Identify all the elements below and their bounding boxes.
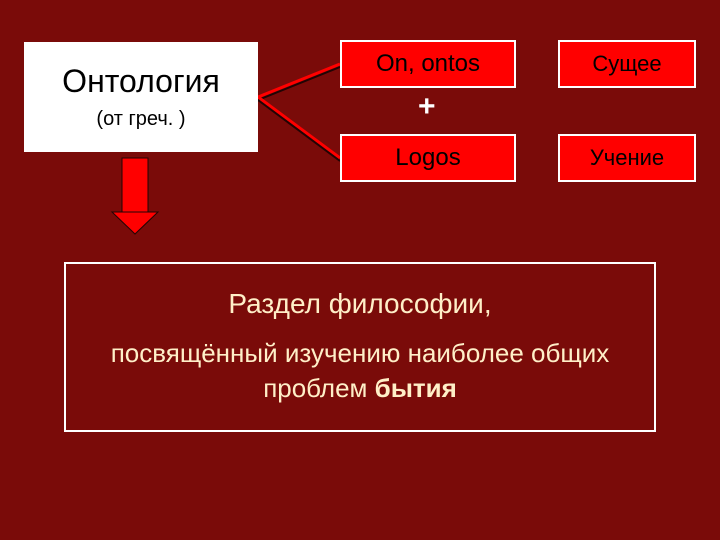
definition-line1: Раздел философии, [228,288,491,320]
uchenie-text: Учение [590,145,664,171]
plus-text: + [418,90,436,123]
ontology-subtitle: (от греч. ) [96,108,185,131]
plus-sign: + [418,90,436,124]
ontology-box: Онтология (от греч. ) [24,42,258,152]
sushchee-box: Сущее [558,40,696,88]
ontos-text: On, ontos [376,50,480,78]
line-to-logos [258,97,340,158]
ontology-title: Онтология [62,63,220,100]
line-to-ontos [258,64,340,97]
line-to-ontos-shadow [258,67,340,100]
definition-plain: посвящённый изучению наиболее общих проб… [111,338,610,403]
definition-line2: посвящённый изучению наиболее общих проб… [94,336,626,406]
down-arrow [112,158,158,234]
definition-box: Раздел философии, посвящённый изучению н… [64,262,656,432]
ontos-box: On, ontos [340,40,516,88]
logos-text: Logos [395,144,460,172]
sushchee-text: Сущее [592,51,661,77]
definition-bold: бытия [375,373,457,403]
uchenie-box: Учение [558,134,696,182]
line-to-logos-shadow [258,100,340,161]
logos-box: Logos [340,134,516,182]
